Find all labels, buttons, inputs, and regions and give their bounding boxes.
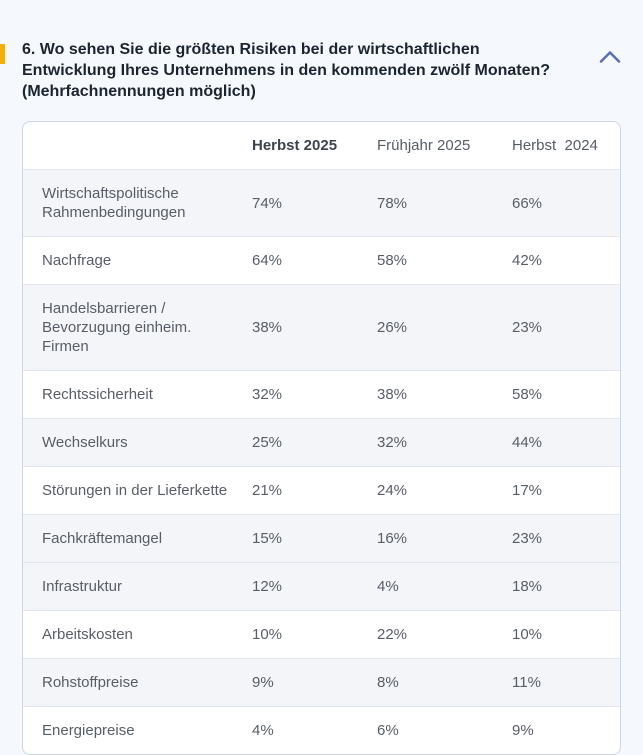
row-value: 58% [377, 252, 408, 269]
row-label: Arbeitskosten [42, 626, 133, 643]
row-value: 17% [512, 482, 543, 499]
table-row: Störungen in der Lieferkette 21% 24% 17% [23, 466, 620, 514]
table-row: Rohstoffpreise 9% 8% 11% [23, 658, 620, 706]
row-value: 10% [512, 626, 543, 643]
row-value: 26% [377, 319, 408, 336]
question-section: 6. Wo sehen Sie die größten Risiken bei … [0, 0, 643, 102]
table-body: Wirtschaftspolitische Rahmenbedingungen 7… [23, 169, 620, 754]
results-table: Herbst 2025 Frühjahr 2025 Herbst 2024 Wi… [22, 121, 621, 755]
table-row: Arbeitskosten 10% 22% 10% [23, 610, 620, 658]
row-value: 4% [377, 578, 399, 595]
row-value: 9% [252, 674, 274, 691]
row-value: 66% [512, 194, 543, 212]
row-label: Nachfrage [42, 252, 112, 269]
row-value: 78% [377, 194, 408, 212]
table-row: Infrastruktur 12% 4% 18% [23, 562, 620, 610]
table-row: Fachkräftemangel 15% 16% 23% [23, 514, 620, 562]
row-label: Wirtschaftspolitische Rahmenbedingungen [42, 185, 186, 221]
row-value: 22% [377, 626, 408, 643]
question-title-line: 6. Wo sehen Sie die größten Risiken bei … [22, 41, 480, 58]
row-value: 32% [377, 434, 408, 451]
row-value: 44% [512, 434, 543, 451]
row-label: Rohstoffpreise [42, 674, 139, 691]
table-row: Nachfrage 64% 58% 42% [23, 236, 620, 284]
column-header-herbst-2024: Herbst 2024 [512, 137, 598, 154]
row-value: 12% [252, 578, 283, 595]
chevron-up-icon [599, 51, 621, 63]
question-title-line: (Mehrfachnennungen möglich) [22, 83, 256, 100]
row-value: 74% [252, 194, 283, 212]
accent-bar [0, 44, 5, 64]
table-row: Handelsbarrieren / Bevorzugung einheim. … [23, 284, 620, 370]
row-label: Energiepreise [42, 722, 135, 739]
row-label: Störungen in der Lieferkette [42, 482, 228, 499]
row-label: Fachkräftemangel [42, 530, 163, 547]
row-value: 15% [252, 530, 283, 547]
row-value: 11% [512, 674, 541, 691]
row-value: 18% [512, 578, 543, 595]
row-value: 6% [377, 722, 399, 739]
table-row: Wechselkurs 25% 32% 44% [23, 418, 620, 466]
row-label: Infrastruktur [42, 578, 123, 595]
row-value: 10% [252, 626, 283, 643]
row-value: 25% [252, 434, 283, 451]
table-row: Wirtschaftspolitische Rahmenbedingungen 7… [23, 169, 620, 236]
column-header-fruehjahr-2025: Frühjahr 2025 [377, 137, 471, 154]
row-value: 8% [377, 674, 399, 691]
row-value: 21% [252, 482, 283, 499]
row-value: 24% [377, 482, 408, 499]
row-value: 42% [512, 252, 543, 269]
question-title-line: Entwicklung Ihres Unternehmens in den ko… [22, 62, 551, 79]
row-value: 16% [377, 530, 408, 547]
row-label: Wechselkurs [42, 434, 128, 451]
row-value: 58% [512, 386, 543, 403]
row-value: 38% [252, 319, 283, 336]
table-row: Rechtssicherheit 32% 38% 58% [23, 370, 620, 418]
row-value: 4% [252, 722, 274, 739]
row-label: Rechtssicherheit [42, 386, 153, 403]
table-header-row: Herbst 2025 Frühjahr 2025 Herbst 2024 [23, 122, 620, 169]
row-value: 9% [512, 722, 534, 739]
row-label: Handelsbarrieren / Bevorzugung einheim. … [42, 300, 192, 355]
row-value: 38% [377, 386, 408, 403]
row-value: 32% [252, 386, 283, 403]
table-row: Energiepreise 4% 6% 9% [23, 706, 620, 754]
row-value: 23% [512, 530, 543, 547]
question-title: 6. Wo sehen Sie die größten Risiken bei … [22, 39, 603, 102]
collapse-button[interactable] [596, 46, 624, 68]
column-header-herbst-2025: Herbst 2025 [252, 137, 338, 154]
row-value: 23% [512, 319, 543, 336]
row-value: 64% [252, 252, 283, 269]
